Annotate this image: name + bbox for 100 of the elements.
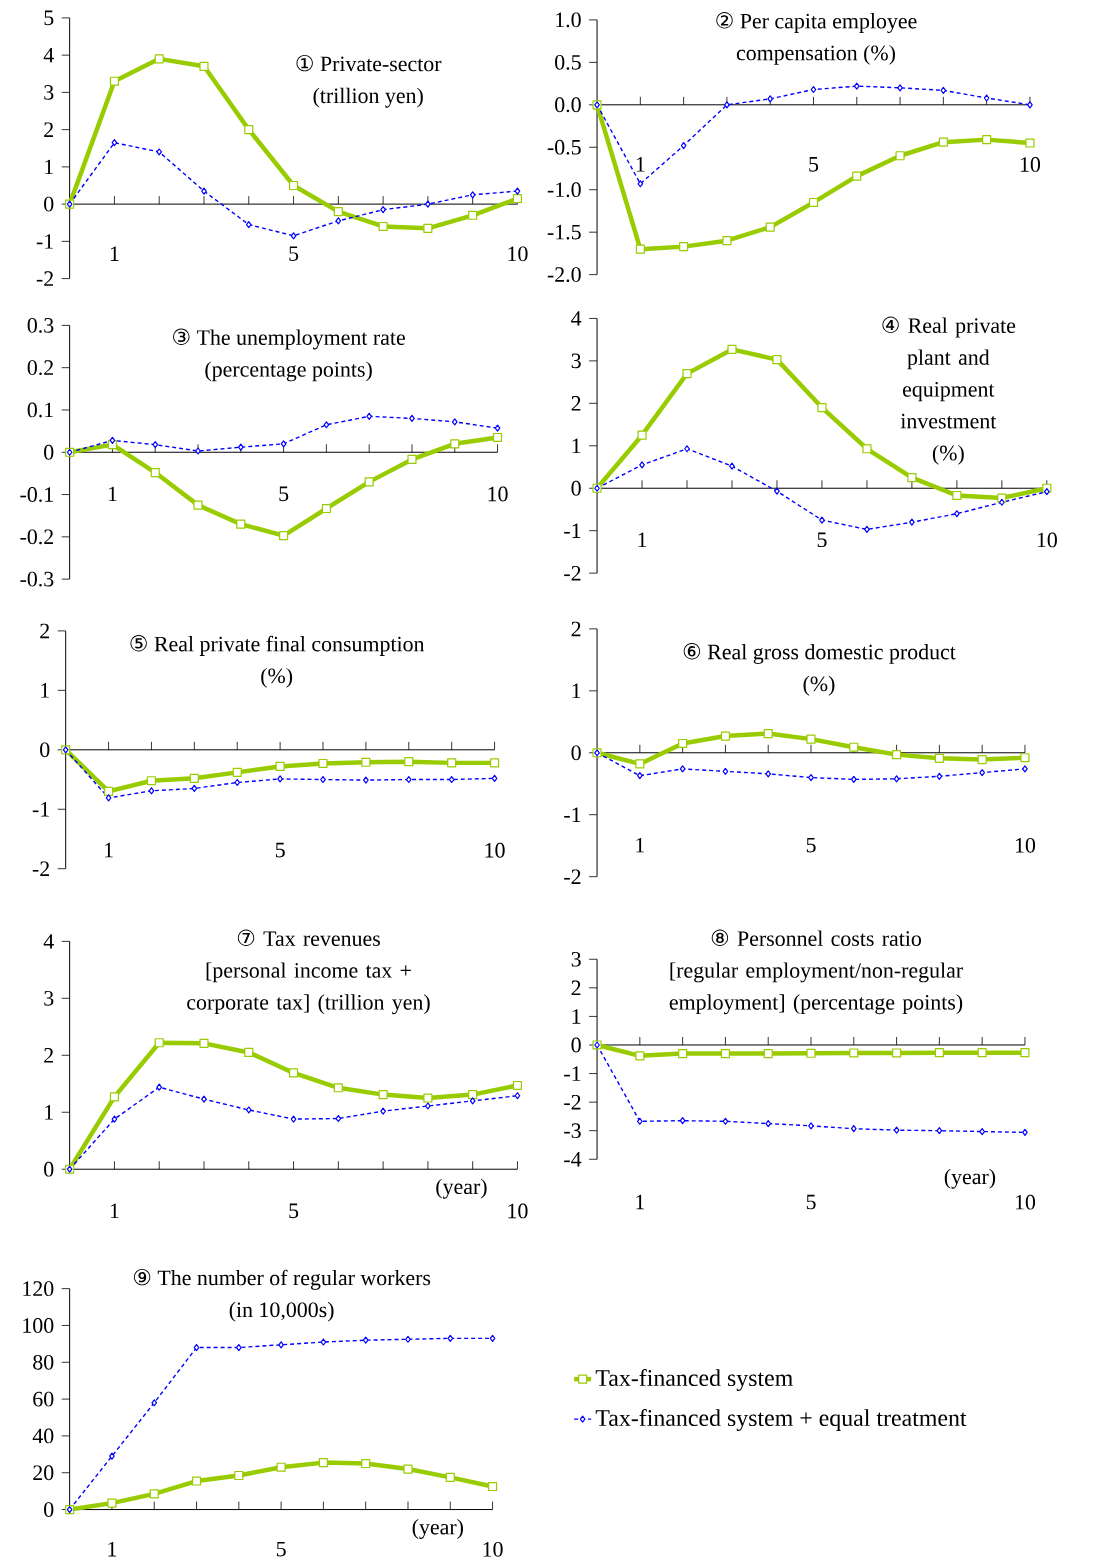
point xyxy=(363,1336,369,1344)
point xyxy=(724,101,730,109)
point xyxy=(156,1083,163,1091)
point xyxy=(935,1048,945,1058)
point xyxy=(110,76,120,86)
x-tick-label: 1 xyxy=(636,837,645,853)
point xyxy=(320,1338,327,1346)
point xyxy=(333,1083,344,1093)
point xyxy=(765,1119,772,1128)
x-tick-label: 5 xyxy=(279,486,289,502)
y-tick-label: 80 xyxy=(33,1354,54,1370)
point xyxy=(721,731,731,741)
y-tick-label: -1 xyxy=(564,1066,581,1081)
text: (%) xyxy=(803,675,835,696)
point xyxy=(246,1106,252,1114)
point xyxy=(279,531,289,541)
point xyxy=(319,1458,329,1468)
point xyxy=(425,1102,431,1110)
x-tick-label: 1 xyxy=(637,157,645,172)
text: ⑥ Real gross domestic product xyxy=(683,643,956,664)
point xyxy=(680,765,686,773)
y-tick-label: -3 xyxy=(564,1123,581,1139)
point xyxy=(403,1464,413,1474)
x-tick-label: 5 xyxy=(809,157,819,172)
point xyxy=(982,135,992,145)
y-tick-label: -2 xyxy=(564,869,581,884)
point xyxy=(494,424,501,432)
point xyxy=(514,1092,521,1100)
chart-title: ⑤ Real private final consumption xyxy=(130,635,425,656)
point xyxy=(852,171,862,181)
y-tick-label: -0.3 xyxy=(20,571,54,587)
point xyxy=(940,86,947,94)
point xyxy=(276,1462,286,1472)
y-tick-label: 20 xyxy=(33,1465,54,1481)
point xyxy=(450,439,460,449)
point xyxy=(637,1117,643,1125)
text: compensation (%) xyxy=(737,44,896,65)
point xyxy=(335,217,342,225)
point xyxy=(278,1341,285,1349)
y-tick-label: 0 xyxy=(571,1037,582,1053)
point xyxy=(763,729,774,739)
point xyxy=(817,403,827,413)
y-tick-label: 100 xyxy=(23,1318,54,1333)
x-axis-title: (year) xyxy=(436,1178,487,1199)
chart-title: ⑧ Personnel costs ratio xyxy=(711,929,922,946)
x-axis-title: (year) xyxy=(945,1168,996,1189)
point xyxy=(851,775,857,783)
point xyxy=(513,193,523,204)
point xyxy=(491,774,498,782)
y-tick-label: 0 xyxy=(571,480,581,496)
point xyxy=(977,755,987,765)
point xyxy=(806,1048,816,1058)
chart-title: ⑨ The number of regular workers xyxy=(134,1268,431,1290)
point xyxy=(423,1093,433,1103)
chart-title: ③ The unemployment rate xyxy=(173,328,406,350)
y-tick-label: 0.0 xyxy=(555,97,581,113)
point xyxy=(232,767,243,777)
point xyxy=(892,750,902,760)
point xyxy=(320,775,327,784)
y-tick-label: 0 xyxy=(44,1502,54,1517)
point xyxy=(684,445,691,453)
point xyxy=(201,187,208,195)
point xyxy=(639,461,646,469)
point xyxy=(149,1489,160,1499)
y-tick-label: 40 xyxy=(32,1428,54,1444)
point xyxy=(364,477,374,487)
point xyxy=(907,473,917,483)
y-tick-label: 0 xyxy=(44,444,54,460)
point xyxy=(1027,101,1033,109)
y-tick-label: 1 xyxy=(572,1009,581,1024)
y-tick-label: 0.3 xyxy=(27,317,54,333)
legend-label: Tax-financed system + equal treatment xyxy=(596,1409,967,1432)
point xyxy=(447,1334,454,1342)
y-tick-label: 1 xyxy=(45,1105,54,1120)
point xyxy=(111,139,118,147)
y-tick-label: -2 xyxy=(564,1094,581,1110)
point xyxy=(380,206,387,214)
y-tick-label: -1 xyxy=(37,234,54,249)
x-tick-label: 5 xyxy=(276,842,285,858)
point xyxy=(190,773,200,783)
x-tick-label: 5 xyxy=(277,1541,286,1557)
point xyxy=(678,738,688,749)
point xyxy=(513,1080,523,1091)
y-tick-label: 3 xyxy=(571,353,581,369)
point xyxy=(366,412,373,420)
point xyxy=(277,775,284,783)
point xyxy=(635,759,645,769)
point xyxy=(984,94,990,102)
x-tick-label: 5 xyxy=(807,1194,816,1210)
point xyxy=(289,1068,299,1078)
y-tick-label: -0.2 xyxy=(20,529,54,545)
point xyxy=(682,369,692,379)
x-tick-label: 10 xyxy=(485,842,505,858)
y-tick-label: 0 xyxy=(40,742,50,758)
point xyxy=(819,516,826,524)
point xyxy=(939,137,949,147)
point xyxy=(105,794,112,802)
text: (in 10,000s) xyxy=(229,1301,334,1322)
point xyxy=(425,200,431,208)
x-tick-label: 10 xyxy=(1016,1194,1036,1210)
